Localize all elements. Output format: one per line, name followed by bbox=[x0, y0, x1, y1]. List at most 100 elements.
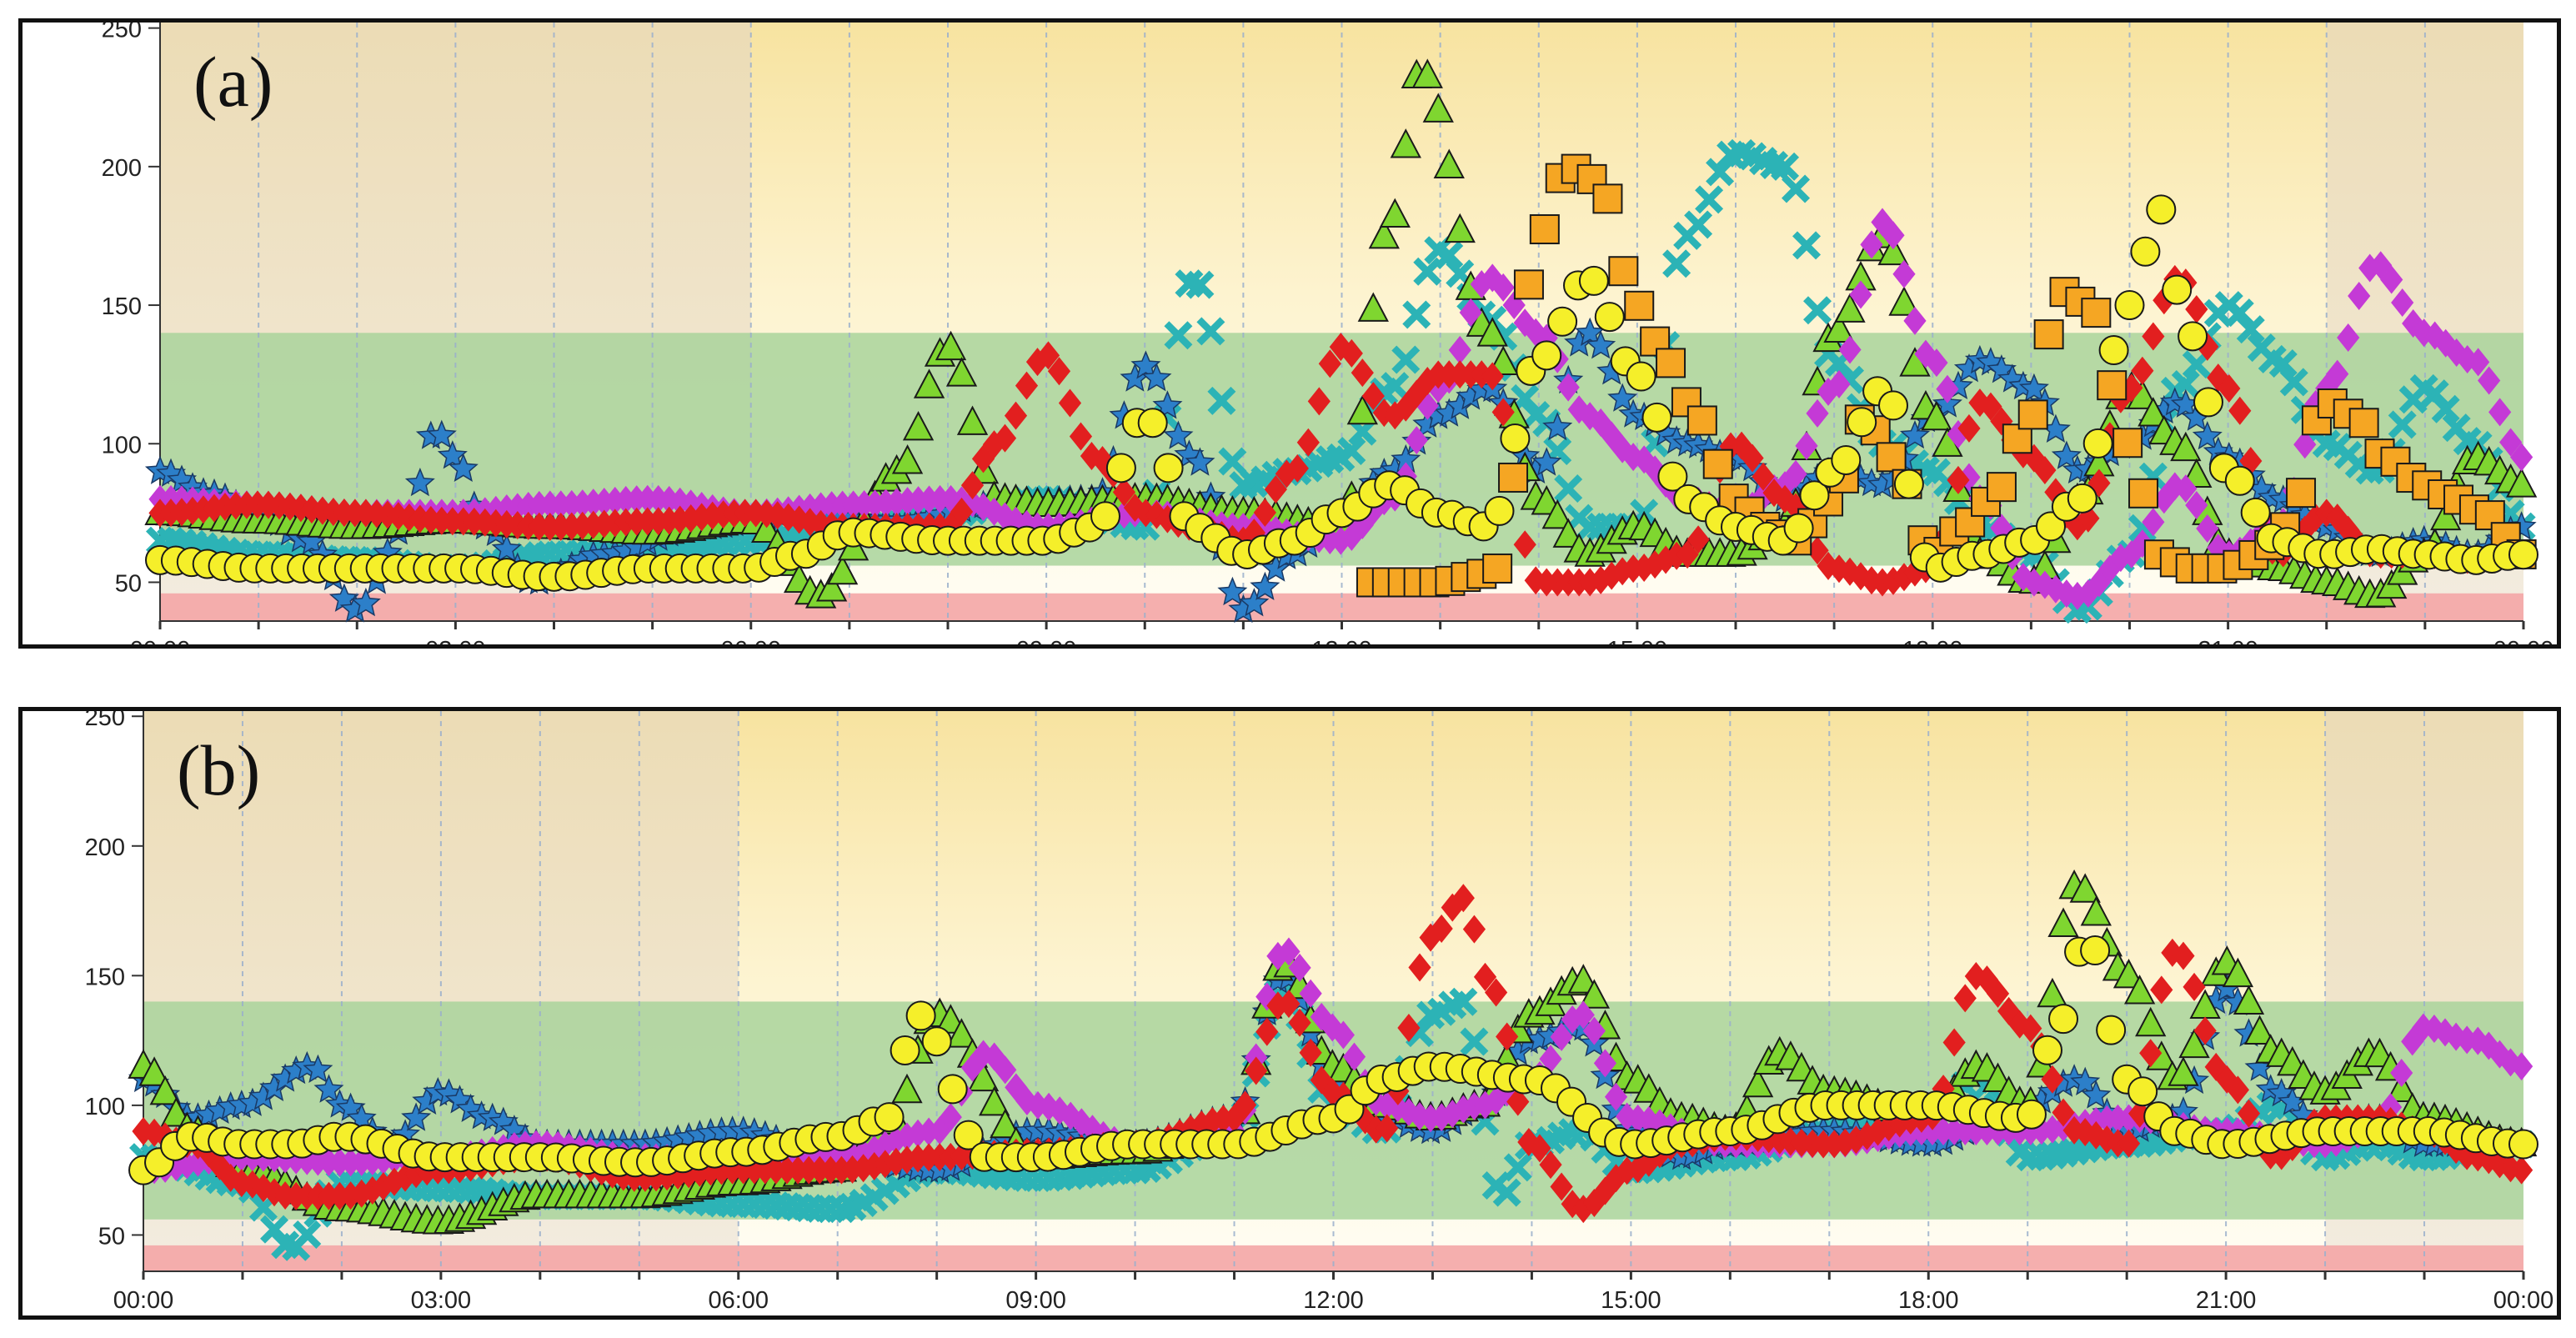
data-point bbox=[967, 1061, 1000, 1092]
data-point bbox=[953, 1120, 984, 1150]
data-point bbox=[1331, 1020, 1355, 1050]
x-tick-label: 18:00 bbox=[1902, 637, 1963, 644]
x-tick-label: 12:00 bbox=[1303, 1287, 1364, 1314]
data-point bbox=[1368, 218, 1400, 249]
data-point bbox=[1686, 525, 1710, 554]
x-tick-label: 00:00 bbox=[113, 1287, 174, 1314]
data-point bbox=[1783, 513, 1814, 544]
data-point bbox=[2326, 359, 2349, 388]
x-tick-label: 21:00 bbox=[2196, 1287, 2257, 1314]
data-point bbox=[2391, 288, 2414, 317]
data-point bbox=[1795, 431, 1818, 460]
data-point bbox=[2236, 315, 2265, 344]
y-tick-label: 100 bbox=[85, 1094, 125, 1120]
data-point bbox=[1433, 148, 1465, 178]
data-point bbox=[1607, 383, 1638, 412]
data-point bbox=[1528, 1134, 1551, 1163]
data-point bbox=[1299, 979, 1322, 1008]
data-point bbox=[2131, 356, 2154, 385]
data-point bbox=[1771, 152, 1800, 181]
data-point bbox=[1036, 341, 1060, 370]
data-point bbox=[2162, 274, 2193, 305]
data-point bbox=[149, 1075, 181, 1105]
data-point bbox=[1207, 386, 1236, 415]
data-point bbox=[2386, 1072, 2418, 1103]
data-point bbox=[1430, 1103, 1453, 1132]
data-point bbox=[1200, 1107, 1224, 1136]
data-point bbox=[2431, 394, 2460, 423]
data-point bbox=[960, 1053, 985, 1082]
data-point bbox=[1616, 1102, 1639, 1131]
data-point bbox=[2222, 957, 2254, 988]
data-point bbox=[1357, 292, 1389, 322]
data-point bbox=[1741, 443, 1764, 473]
data-point bbox=[891, 444, 924, 474]
data-point bbox=[1877, 235, 1909, 266]
data-point bbox=[192, 495, 215, 524]
data-point bbox=[1571, 1000, 1595, 1030]
data-point bbox=[699, 1157, 723, 1186]
data-point bbox=[1567, 964, 1599, 994]
data-point bbox=[2033, 319, 2064, 350]
data-point bbox=[2243, 1015, 2276, 1045]
data-point bbox=[350, 1179, 373, 1208]
data-point bbox=[658, 485, 681, 514]
data-point bbox=[2081, 298, 2112, 328]
data-point bbox=[186, 1148, 210, 1177]
data-point bbox=[658, 506, 681, 535]
data-point bbox=[815, 572, 848, 602]
data-point bbox=[679, 504, 703, 534]
data-point bbox=[2224, 465, 2255, 496]
data-point bbox=[1059, 1101, 1082, 1130]
data-point bbox=[2067, 483, 2097, 514]
data-point bbox=[1365, 1087, 1388, 1116]
data-point bbox=[874, 1102, 905, 1133]
data-point bbox=[1391, 345, 1421, 374]
panel-label: (a) bbox=[193, 42, 273, 122]
data-point bbox=[1448, 335, 1471, 364]
data-point bbox=[2150, 975, 2173, 1005]
data-point bbox=[2032, 1035, 2062, 1065]
x-tick-label: 21:00 bbox=[2198, 637, 2258, 644]
data-point bbox=[2390, 1058, 2413, 1087]
data-point bbox=[1594, 302, 1625, 333]
data-point bbox=[2488, 398, 2512, 427]
data-point bbox=[1684, 210, 1713, 239]
data-point bbox=[495, 509, 519, 539]
data-point bbox=[1277, 937, 1301, 966]
data-point bbox=[2286, 478, 2317, 509]
data-point bbox=[1058, 388, 1082, 418]
data-point bbox=[1163, 420, 1194, 449]
data-point bbox=[1502, 291, 1526, 320]
y-tick-label: 50 bbox=[98, 1223, 125, 1250]
x-tick-label: 06:00 bbox=[708, 1287, 769, 1314]
data-point bbox=[2114, 290, 2145, 321]
data-point bbox=[788, 505, 811, 534]
y-tick-label: 150 bbox=[85, 964, 125, 990]
data-point bbox=[945, 1018, 978, 1048]
data-point bbox=[950, 1142, 974, 1171]
data-point bbox=[979, 1085, 1010, 1116]
data-point bbox=[1506, 1087, 1530, 1116]
data-point bbox=[1004, 401, 1028, 430]
data-point bbox=[1342, 1042, 1366, 1071]
data-point bbox=[1500, 423, 1531, 454]
data-point bbox=[1185, 447, 1215, 476]
data-point bbox=[1806, 398, 1829, 428]
data-point bbox=[2098, 335, 2129, 366]
data-point bbox=[322, 498, 345, 527]
data-point bbox=[300, 494, 323, 524]
data-point bbox=[766, 501, 789, 530]
data-point bbox=[2233, 985, 2265, 1015]
series-yellow-circle bbox=[128, 935, 2538, 1185]
data-point bbox=[1408, 953, 1431, 982]
data-point bbox=[1838, 335, 1862, 364]
data-point bbox=[1626, 361, 1656, 392]
panel-label: (b) bbox=[177, 730, 260, 810]
data-point bbox=[2112, 428, 2143, 459]
data-point bbox=[1578, 265, 1609, 296]
data-point bbox=[1376, 1114, 1399, 1143]
data-point bbox=[293, 1220, 322, 1249]
data-point bbox=[1444, 213, 1476, 243]
data-point bbox=[1834, 293, 1866, 323]
